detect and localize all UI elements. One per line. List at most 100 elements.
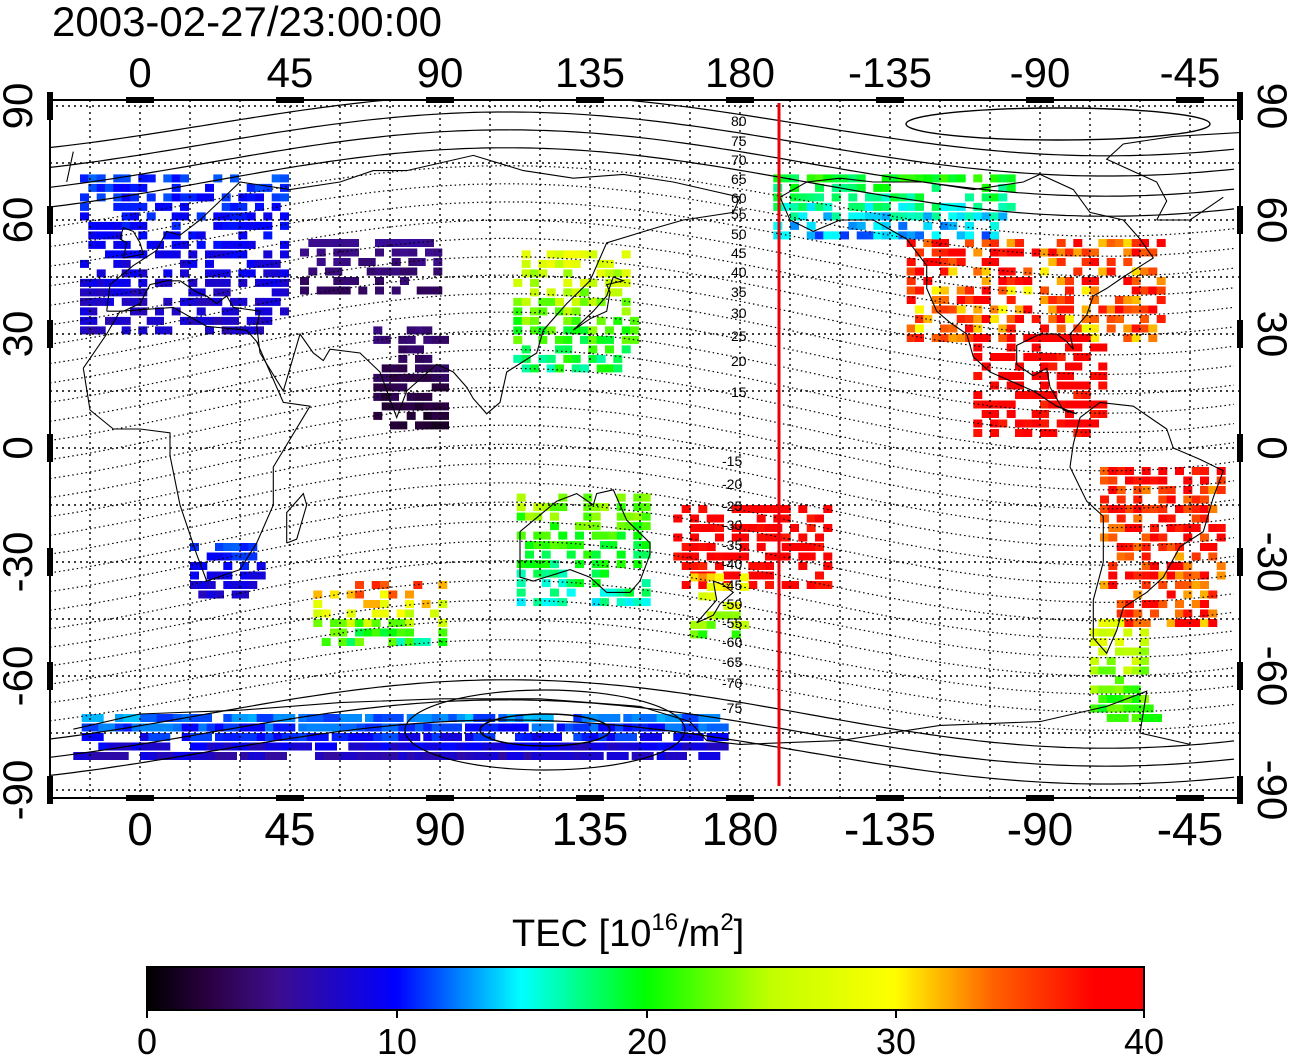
- tec-cell: [1098, 638, 1108, 646]
- tec-cell: [1183, 476, 1193, 485]
- tec-cell: [555, 345, 564, 354]
- tec-cell: [1073, 419, 1083, 428]
- tec-cell: [96, 174, 106, 183]
- contour-label: 80: [731, 113, 747, 129]
- tec-cell: [973, 343, 983, 352]
- tec-cell: [121, 297, 131, 306]
- tec-cell: [998, 248, 1008, 257]
- tec-cell: [1133, 486, 1143, 494]
- tec-cell: [1015, 372, 1024, 380]
- tec-cell: [180, 240, 189, 249]
- tec-cell: [1006, 248, 1016, 257]
- tec-cell: [80, 193, 89, 202]
- tec-cell: [1156, 239, 1166, 247]
- tec-cell: [281, 733, 304, 741]
- map-title: 2003-02-27/23:00:00: [52, 0, 442, 45]
- tec-cell: [848, 221, 858, 230]
- tec-cell: [188, 193, 198, 202]
- tec-cell: [715, 573, 724, 582]
- tec-cell: [790, 212, 799, 221]
- tec-cell: [690, 514, 699, 523]
- tec-cell: [390, 421, 399, 430]
- tec-cell: [213, 212, 223, 221]
- tec-cell: [1141, 552, 1151, 561]
- tec-cell: [223, 723, 246, 732]
- tec-cell: [96, 297, 106, 306]
- tec-cell: [1116, 552, 1126, 561]
- tec-cell: [421, 638, 431, 646]
- tec-cell: [575, 522, 584, 531]
- tec-cell: [923, 174, 933, 183]
- tec-cell: [371, 600, 381, 608]
- tec-cell: [1150, 524, 1159, 532]
- tec-cell: [940, 202, 949, 211]
- tec-cell: [1175, 467, 1184, 475]
- tec-cell: [1065, 296, 1074, 304]
- tec-cell: [580, 297, 589, 306]
- tec-cell: [906, 193, 916, 202]
- tec-cell: [1006, 315, 1016, 323]
- tec-cell: [563, 259, 573, 268]
- tec-cell: [230, 221, 239, 230]
- tec-cell: [1006, 410, 1016, 418]
- tec-cell: [113, 240, 123, 249]
- tec-cell: [706, 733, 729, 741]
- tec-cell: [271, 193, 281, 202]
- tec-cell: [533, 598, 543, 607]
- tec-cell: [381, 392, 391, 401]
- colorbar-title-sup2: 2: [720, 909, 733, 936]
- tec-cell: [521, 250, 531, 259]
- x-tick-label-top: -45: [1160, 49, 1221, 96]
- contour-label: -50: [722, 596, 742, 612]
- tec-cell: [188, 250, 198, 259]
- tec-cell: [1073, 353, 1083, 361]
- tec-cell: [405, 590, 414, 599]
- tec-cell: [1158, 600, 1168, 608]
- tec-cell: [88, 316, 98, 325]
- tec-cell: [923, 239, 933, 247]
- tec-cell: [973, 334, 983, 342]
- tec-cell: [246, 193, 256, 202]
- tec-cell: [273, 723, 296, 732]
- tec-cell: [956, 286, 966, 295]
- tec-cell: [665, 714, 687, 722]
- contour-label: -35: [722, 537, 742, 553]
- tec-cell: [206, 571, 216, 580]
- tec-cell: [613, 364, 623, 373]
- tec-cell: [575, 560, 584, 569]
- tec-cell: [96, 221, 106, 230]
- tec-cell: [681, 714, 704, 722]
- tec-cell: [873, 212, 883, 221]
- tec-cell: [806, 193, 816, 202]
- tec-cell: [221, 269, 231, 278]
- tec-cell: [1031, 334, 1041, 342]
- tec-cell: [1006, 183, 1016, 192]
- tick-bar: [575, 795, 604, 801]
- tec-cell: [1073, 343, 1083, 352]
- tec-cell: [1166, 524, 1176, 532]
- tec-cell: [1065, 248, 1074, 257]
- tec-cell: [265, 742, 287, 751]
- tec-cell: [398, 345, 408, 354]
- tec-cell: [706, 620, 716, 629]
- tec-cell: [156, 752, 179, 760]
- tick-bar: [425, 97, 454, 103]
- tec-cell: [221, 316, 231, 325]
- tec-cell: [1048, 296, 1058, 304]
- tec-cell: [1090, 324, 1099, 333]
- tec-cell: [88, 183, 98, 192]
- tec-cell: [533, 541, 543, 550]
- tec-cell: [246, 212, 256, 221]
- tec-cell: [715, 611, 724, 620]
- tec-cell: [538, 307, 548, 316]
- tec-cell: [155, 307, 164, 316]
- tec-cell: [1015, 248, 1024, 257]
- tec-cell: [1166, 514, 1176, 523]
- colorbar-title-part: TEC [10: [512, 913, 651, 955]
- tec-cell: [956, 174, 966, 183]
- tec-cell: [541, 541, 551, 550]
- tec-cell: [1166, 486, 1176, 494]
- tec-cell: [1133, 590, 1143, 599]
- tec-cell: [533, 503, 543, 512]
- tec-cell: [138, 183, 148, 192]
